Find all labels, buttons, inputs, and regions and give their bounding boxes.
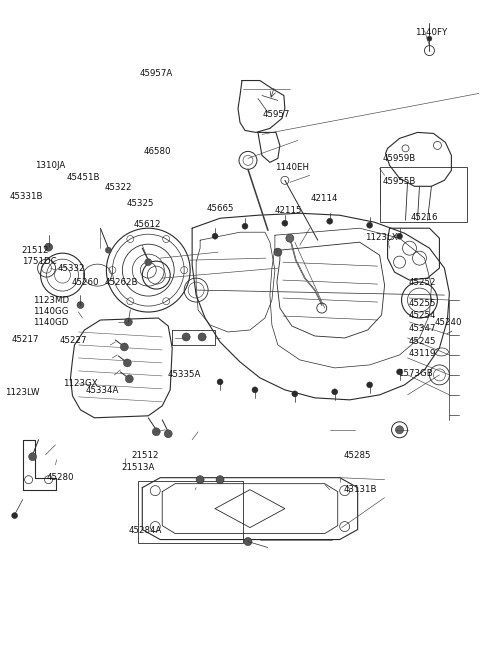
Circle shape	[29, 453, 36, 460]
Text: 1123GX: 1123GX	[63, 379, 97, 388]
Text: 1140EH: 1140EH	[276, 163, 310, 172]
Text: 45332: 45332	[57, 263, 84, 272]
Text: 1140FY: 1140FY	[415, 28, 447, 37]
Circle shape	[292, 391, 298, 397]
Circle shape	[145, 259, 152, 266]
Text: 42114: 42114	[311, 194, 338, 202]
Circle shape	[252, 387, 258, 393]
Circle shape	[427, 36, 432, 41]
Circle shape	[120, 343, 128, 351]
Circle shape	[198, 333, 206, 341]
Text: 21513A: 21513A	[121, 463, 155, 472]
Circle shape	[106, 247, 111, 253]
Circle shape	[45, 243, 52, 251]
Text: 1573GB: 1573GB	[398, 369, 432, 378]
Circle shape	[12, 513, 18, 519]
Text: 21512: 21512	[22, 246, 49, 255]
Text: 45955B: 45955B	[383, 177, 416, 185]
Circle shape	[152, 428, 160, 436]
Circle shape	[327, 218, 333, 224]
Text: 45216: 45216	[410, 213, 438, 222]
Text: 45254: 45254	[408, 311, 436, 320]
Circle shape	[217, 379, 223, 385]
Text: 45334A: 45334A	[86, 386, 119, 395]
Text: 21512: 21512	[131, 451, 158, 460]
Text: 45280: 45280	[47, 474, 74, 482]
Text: 1751DC: 1751DC	[22, 257, 56, 266]
Text: 45957A: 45957A	[140, 69, 173, 79]
Text: 45217: 45217	[11, 335, 39, 344]
Text: 45240: 45240	[434, 318, 462, 327]
Text: 45331B: 45331B	[9, 193, 43, 201]
Text: 45285: 45285	[343, 451, 371, 460]
Circle shape	[164, 430, 172, 438]
Circle shape	[196, 476, 204, 483]
Circle shape	[367, 382, 372, 388]
Text: 45260: 45260	[72, 278, 99, 287]
Text: 43131B: 43131B	[343, 485, 377, 494]
Text: 45335A: 45335A	[167, 370, 201, 379]
Text: 46580: 46580	[144, 147, 171, 155]
Text: 42115: 42115	[275, 206, 302, 215]
Text: 45284A: 45284A	[129, 525, 162, 534]
Circle shape	[123, 359, 132, 367]
Circle shape	[125, 375, 133, 383]
Text: 45451B: 45451B	[67, 173, 100, 181]
Text: 45959B: 45959B	[383, 155, 416, 163]
Text: 45347: 45347	[408, 324, 436, 333]
Circle shape	[182, 333, 190, 341]
Text: 1310JA: 1310JA	[35, 161, 65, 170]
Circle shape	[274, 248, 282, 256]
Circle shape	[242, 223, 248, 229]
Text: 45252: 45252	[408, 278, 436, 287]
Circle shape	[286, 234, 294, 242]
Circle shape	[332, 389, 338, 395]
Text: 45322: 45322	[105, 183, 132, 192]
Circle shape	[396, 233, 403, 239]
Text: 1123LW: 1123LW	[5, 388, 40, 398]
Text: 1123MD: 1123MD	[33, 296, 70, 305]
Circle shape	[396, 369, 403, 375]
Circle shape	[77, 301, 84, 309]
Circle shape	[124, 318, 132, 326]
Text: 45255: 45255	[408, 299, 436, 308]
Circle shape	[244, 538, 252, 546]
Text: 45227: 45227	[59, 336, 86, 345]
Text: 45612: 45612	[134, 219, 161, 229]
Text: 45325: 45325	[127, 199, 155, 208]
Text: 45957: 45957	[263, 110, 290, 119]
Text: 1140GD: 1140GD	[33, 318, 69, 328]
Circle shape	[212, 233, 218, 239]
Text: 1123LX: 1123LX	[365, 233, 398, 242]
Text: 43119: 43119	[408, 349, 436, 358]
Text: 45245: 45245	[408, 337, 436, 346]
Circle shape	[216, 476, 224, 483]
Text: 45665: 45665	[206, 204, 234, 213]
Circle shape	[367, 222, 372, 228]
Circle shape	[282, 220, 288, 226]
Circle shape	[396, 426, 404, 434]
Text: 45262B: 45262B	[105, 278, 139, 287]
Text: 1140GG: 1140GG	[33, 307, 69, 316]
